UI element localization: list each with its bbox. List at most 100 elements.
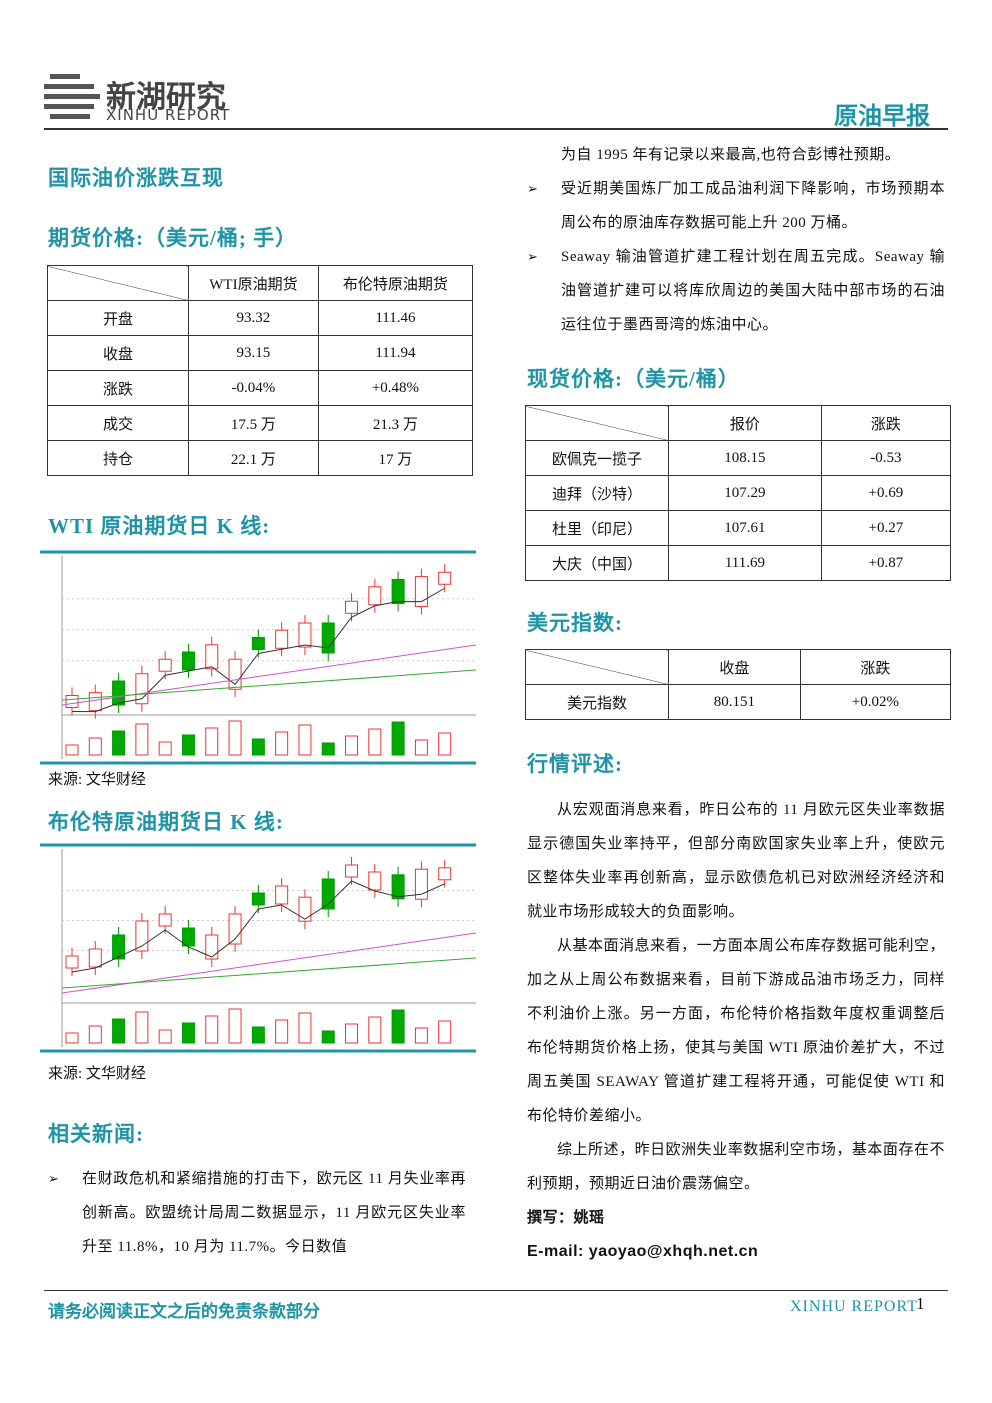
kline-image [40,550,476,765]
chart-decor [438,571,452,585]
chart-decor [298,724,312,756]
news-item: ➢ Seaway 输油管道扩建工程计划在周五完成。Seaway 输油管道扩建可以将… [527,249,945,333]
chart-decor [251,1026,265,1044]
cell: +0.27 [820,510,952,546]
cell: -0.53 [820,440,952,476]
chart-decor [321,1030,335,1044]
chart-decor [368,871,382,891]
col-head: 涨跌 [820,405,952,441]
chart-decor [181,1022,195,1044]
news-item: ➢ 受近期美国炼厂加工成品油利润下降影响，市场预期本周公布的原油库存数据可能上升 … [527,181,945,231]
news-text: 在财政危机和紧缩措施的打击下，欧元区 11 月失业率再创新高。欧盟统计局周二数据… [82,1171,466,1255]
col-head: 报价 [668,405,822,441]
cell: 107.29 [668,475,822,511]
footer-rule [44,1290,948,1291]
chart-decor [205,644,219,670]
cell: 收盘 [47,335,189,371]
chart-decor [65,955,79,969]
section-heading: 现货价格:（美元/桶） [527,367,740,391]
chart-decor [298,622,312,648]
source: 来源: 文华财经 [48,1066,146,1082]
chart-decor [181,927,195,947]
chart-decor [205,727,219,756]
news-item: ➢ 在财政危机和紧缩措施的打击下，欧元区 11 月失业率再创新高。欧盟统计局周二数… [48,1171,466,1255]
cell: 21.3 万 [317,405,474,441]
chart-decor [345,1023,359,1044]
paragraph: 综上所述，昨日欧洲失业率数据利空市场，基本面存在不利预期，预期近日油价震荡偏空。 [527,1142,945,1192]
headline: 国际油价涨跌互现 [48,166,224,190]
logo-mark [44,74,100,119]
chart-decor [181,734,195,756]
report-title: 原油早报 [834,104,930,130]
chart-decor [251,637,265,650]
chart-decor [88,737,102,756]
paragraph: 从基本面消息来看，一方面本周公布库存数据可能利空，加之从上周公布数据来看，目前下… [527,938,945,1124]
chart-decor [71,587,445,713]
disclaimer: 请务必阅读正文之后的免责条款部分 [48,1302,320,1321]
col-head: WTI原油期货 [188,265,319,301]
news-text: Seaway 输油管道扩建工程计划在周五完成。Seaway 输油管道扩建可以将库… [561,249,945,333]
section-heading: 行情评述: [527,752,623,776]
chart-decor [158,913,172,927]
cell: 111.94 [317,335,474,371]
news-continued: 为自 1995 年有记录以来最高,也符合彭博社预期。 ➢ 受近期美国炼厂加工成品油… [527,138,945,342]
col-head: 涨跌 [799,649,952,685]
col-head: 收盘 [668,649,801,685]
chart-decor [391,721,405,756]
cell: 迪拜（沙特） [525,475,669,511]
chart-decor [414,1027,428,1044]
col-head: 布伦特原油期货 [317,265,474,301]
chart-decor [228,913,242,945]
chart-decor [40,843,476,1053]
chart-decor [251,738,265,756]
cell: +0.87 [820,545,952,581]
dollar-table: 收盘 涨跌 美元指数 80.151 +0.02% [525,649,952,720]
cell: 93.32 [188,300,319,336]
cell: +0.48% [317,370,474,406]
chart-decor [391,579,405,604]
chart-decor [135,1011,149,1044]
chart-decor [275,731,289,756]
chart-decor [181,651,195,671]
chart-decor [438,1020,452,1044]
source: 来源: 文华财经 [48,772,146,788]
chart-decor [135,723,149,756]
chart-decor [321,742,335,756]
email: E-mail: yaoyao@xhqh.net.cn [527,1243,759,1260]
header-rule [44,128,948,130]
logo-en: XINHU REPORT [106,106,231,124]
chart-decor [275,629,289,649]
chart-decor [391,874,405,900]
chart-decor [228,1008,242,1044]
chart-decor [61,957,476,989]
chart-decor [368,728,382,756]
kline-image [40,843,476,1053]
author: 撰写：姚瑶 [527,1210,605,1226]
chart-decor [368,1016,382,1044]
cell: 17.5 万 [188,405,319,441]
news-text: 受近期美国炼厂加工成品油利润下降影响，市场预期本周公布的原油库存数据可能上升 2… [561,181,945,231]
section-heading: 期货价格:（美元/桶; 手） [48,226,298,250]
cell: 美元指数 [525,684,669,720]
section-heading: 布伦特原油期货日 K 线: [48,810,284,834]
cell: 涨跌 [47,370,189,406]
cell: 持仓 [47,440,189,476]
chart-decor [414,576,428,608]
cell: 22.1 万 [188,440,319,476]
page-number: 1 [916,1294,925,1313]
futures-table: WTI原油期货 布伦特原油期货 开盘 93.32 111.46 收盘 93.15 111.… [47,265,474,476]
chart-decor [158,1029,172,1044]
chart-decor [438,867,452,881]
chart-decor [112,934,126,960]
chart-decor [88,948,102,968]
chart-decor [112,730,126,756]
chart-decor [65,695,79,708]
spot-table: 报价 涨跌 欧佩克一揽子 108.15 -0.53 迪拜（沙特） 107.29 +0.69… [525,405,952,581]
cell: 111.46 [317,300,474,336]
chart-decor [345,864,359,878]
chart-decor [275,1019,289,1044]
chart-decor [251,892,265,906]
chart-decor [112,1018,126,1044]
cell: 17 万 [317,440,474,476]
cell: 80.151 [668,684,801,720]
